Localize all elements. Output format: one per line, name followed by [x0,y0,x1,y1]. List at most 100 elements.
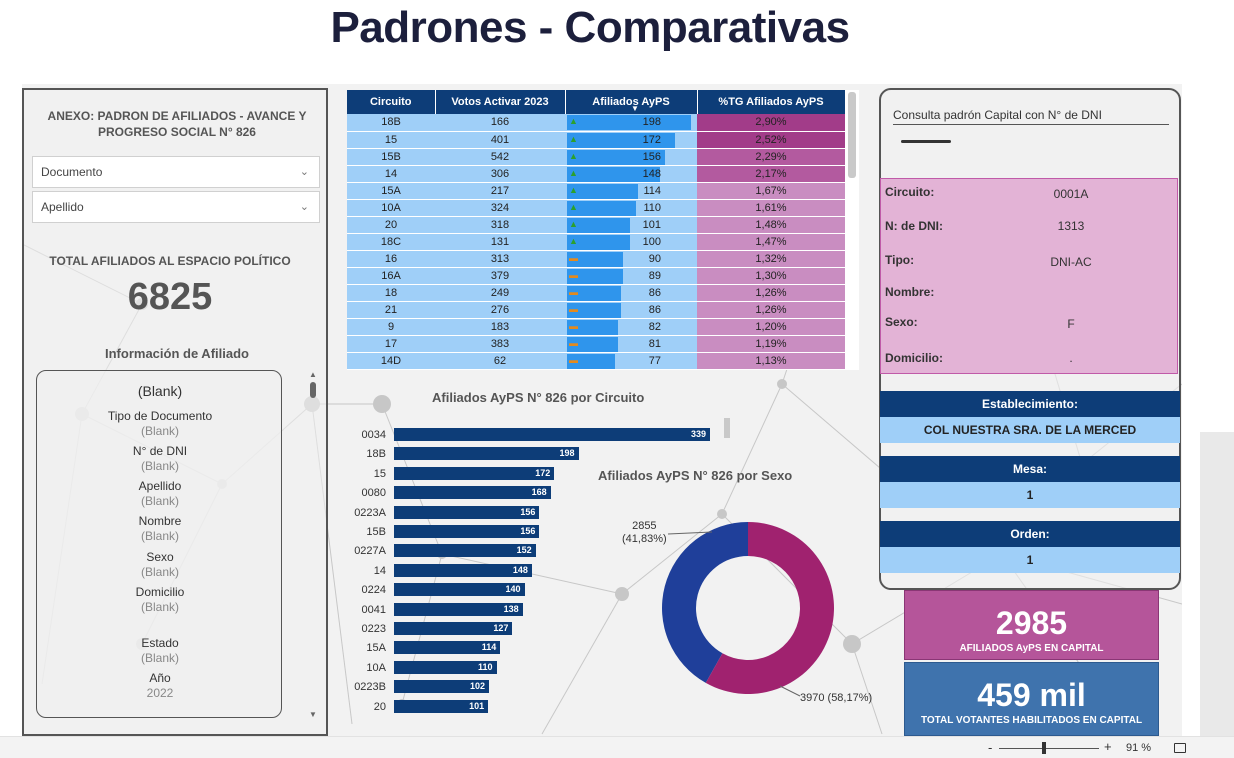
cell-circuito: 16 [347,250,435,268]
bar-chart-row: 15A 114 [340,641,720,655]
bar-indicator-icon: ▬ [569,320,578,331]
bar-mark[interactable] [394,660,497,674]
table-row[interactable]: 18C 131 ▲ 100 1,47% [347,233,845,251]
zoom-level: 91 % [1126,742,1152,754]
bar-chart-scrollbar[interactable] [724,418,730,438]
cell-pct: 2,29% [697,148,845,166]
bar-mark[interactable] [394,680,490,694]
cell-circuito: 18 [347,284,435,302]
table-row[interactable]: 21 276 ▬ 86 1,26% [347,301,845,319]
detail-value-dni: 1313 [1057,219,1085,233]
scroll-up-icon[interactable]: ▲ [309,370,317,379]
documento-dropdown[interactable]: Documento ⌄ [32,156,320,188]
bar-category-label: 15A [366,642,386,655]
cell-afiliados: ▲ 172 [565,131,697,149]
triangle-up-icon: ▲ [569,218,578,229]
table-row[interactable]: 16 313 ▬ 90 1,32% [347,250,845,268]
table-row[interactable]: 14D 62 ▬ 77 1,13% [347,352,845,370]
detail-value-domicilio: . [1069,351,1073,365]
cell-afiliados: ▲ 100 [565,233,697,251]
donut-slice-1[interactable] [662,522,748,683]
cell-votos: 276 [435,301,565,319]
bar-mark[interactable] [394,544,536,558]
cell-pct: 1,26% [697,284,845,302]
bar-mark[interactable] [394,622,513,635]
dni-input-redacted[interactable] [901,140,951,143]
col-header-afiliados[interactable]: Afiliados AyPS [565,90,698,114]
bar-chart-row: 0034 339 [340,428,720,442]
bar-chart-row: 0041 138 [340,602,720,617]
col-header-pct[interactable]: %TG Afiliados AyPS ▼ [631,90,846,114]
cell-pct: 2,52% [697,131,845,149]
affiliate-card-scrollbar[interactable]: ▲ ▼ [308,370,318,722]
fit-to-page-icon[interactable] [1174,743,1186,753]
bar-value-label: 127 [493,623,509,633]
bar-mark[interactable] [394,428,710,441]
cell-circuito: 15 [347,131,435,149]
scroll-down-icon[interactable]: ▼ [309,710,317,719]
cell-afiliados: ▬ 89 [565,267,697,285]
cell-pct: 1,48% [697,216,845,234]
bar-mark[interactable] [394,486,551,500]
bar-mark[interactable] [394,563,532,577]
table-row[interactable]: 18 249 ▬ 86 1,26% [347,284,845,302]
afiliados-databar [567,268,623,284]
table-row[interactable]: 15B 542 ▲ 156 2,29% [347,148,845,166]
col-header-circuito[interactable]: Circuito [347,90,436,114]
bar-mark[interactable] [394,447,579,461]
table-row[interactable]: 15 401 ▲ 172 2,52% [347,131,845,149]
page-edge [1200,432,1234,736]
zoom-slider-thumb[interactable] [1042,742,1046,754]
donut-slice-2[interactable] [705,522,834,694]
afiliados-databar [567,285,621,301]
cell-votos: 62 [435,352,565,370]
cell-pct: 1,47% [697,233,845,251]
cell-afiliados: ▲ 110 [565,199,697,217]
cell-pct: 2,90% [697,114,845,132]
zoom-slider-track[interactable] [999,748,1099,749]
bar-category-label: 20 [373,700,386,713]
bar-indicator-icon: ▬ [569,354,578,365]
table-row[interactable]: 10A 324 ▲ 110 1,61% [347,199,845,217]
field-nombre: Nombre (Blank) [138,514,182,543]
zoom-out-button[interactable]: - [988,740,993,755]
cell-circuito: 18C [347,233,435,251]
bar-value-label: 101 [469,700,485,711]
bar-mark[interactable] [394,505,540,519]
cell-circuito: 10A [347,199,435,217]
afiliados-databar [567,115,691,131]
bar-mark[interactable] [394,641,501,655]
detail-value-sexo: F [1067,317,1075,331]
bar-chart-row: 14 148 [340,563,720,578]
bar-mark[interactable] [394,602,523,616]
table-row[interactable]: 14 306 ▲ 148 2,17% [347,165,845,183]
table-row[interactable]: 17 383 ▬ 81 1,19% [347,335,845,353]
col-header-votos[interactable]: Votos Activar 2023 [435,90,566,114]
table-row[interactable]: 20 318 ▲ 101 1,48% [347,216,845,234]
apellido-dropdown[interactable]: Apellido ⌄ [32,191,320,223]
table-row[interactable]: 18B 166 ▲ 198 2,90% [347,114,845,132]
bar-mark[interactable] [394,466,555,480]
bar-mark[interactable] [394,583,525,597]
bar-value-label: 339 [690,429,706,439]
afiliados-databar [567,166,660,182]
bar-category-label: 0041 [361,603,386,616]
table-row[interactable]: 16A 379 ▬ 89 1,30% [347,267,845,285]
table-row[interactable]: 15A 217 ▲ 114 1,67% [347,182,845,200]
kpi-votantes-capital: 459 mil TOTAL VOTANTES HABILITADOS EN CA… [904,662,1159,736]
bar-chart-row: 0227A 152 [340,544,720,558]
orden-value: 1 [880,547,1180,573]
table-row[interactable]: 9 183 ▬ 82 1,20% [347,318,845,336]
bar-chart-row: 20 101 [340,699,720,714]
scroll-thumb[interactable] [310,382,316,398]
bar-indicator-icon: ▬ [569,337,578,348]
cell-afiliados: ▲ 101 [565,216,697,234]
bar-mark[interactable] [394,699,489,713]
field-tipo-documento: Tipo de Documento (Blank) [107,409,213,438]
zoom-in-button[interactable]: + [1104,739,1112,754]
bar-value-label: 114 [481,642,497,653]
bar-mark[interactable] [394,525,540,538]
table-scrollbar[interactable] [848,92,856,178]
cell-afiliados: ▬ 82 [565,318,697,336]
cell-pct: 1,30% [697,267,845,285]
